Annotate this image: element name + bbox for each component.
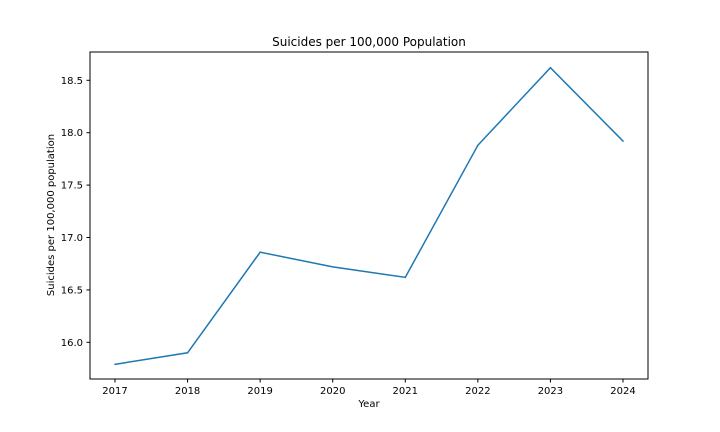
data-point	[186, 352, 189, 354]
y-tick-label: 16.0	[61, 338, 83, 349]
y-tick-label: 17.0	[61, 233, 83, 244]
y-axis-label: Suicides per 100,000 population	[46, 134, 57, 296]
x-axis-label: Year	[357, 399, 380, 410]
y-tick-label: 16.5	[61, 285, 83, 296]
y-tick-label: 17.5	[61, 181, 83, 192]
data-points	[114, 66, 624, 366]
y-tick-label: 18.0	[61, 128, 83, 139]
x-tick-label: 2021	[393, 386, 418, 397]
plot-area-frame	[89, 51, 649, 380]
y-axis: 16.0 16.5 17.0 17.5 18.0 18.5	[61, 76, 90, 349]
data-point	[114, 363, 116, 366]
x-axis: 2017 2018 2019 2020 2021 2022 2023 2024	[102, 379, 636, 397]
data-point	[622, 140, 624, 142]
x-tick-label: 2023	[538, 386, 563, 397]
y-tick-label: 18.5	[61, 76, 83, 87]
series-line	[114, 66, 624, 366]
data-point	[477, 144, 479, 147]
x-tick-label: 2020	[320, 386, 345, 397]
x-tick-label: 2022	[465, 386, 490, 397]
x-tick-label: 2017	[102, 386, 127, 397]
chart-title: Suicides per 100,000 Population	[272, 35, 466, 49]
x-tick-label: 2024	[610, 386, 635, 397]
data-point	[331, 266, 334, 268]
data-point	[404, 276, 407, 279]
x-tick-label: 2019	[247, 386, 272, 397]
x-tick-label: 2018	[175, 386, 200, 397]
data-point	[549, 66, 552, 69]
data-point	[259, 251, 261, 253]
